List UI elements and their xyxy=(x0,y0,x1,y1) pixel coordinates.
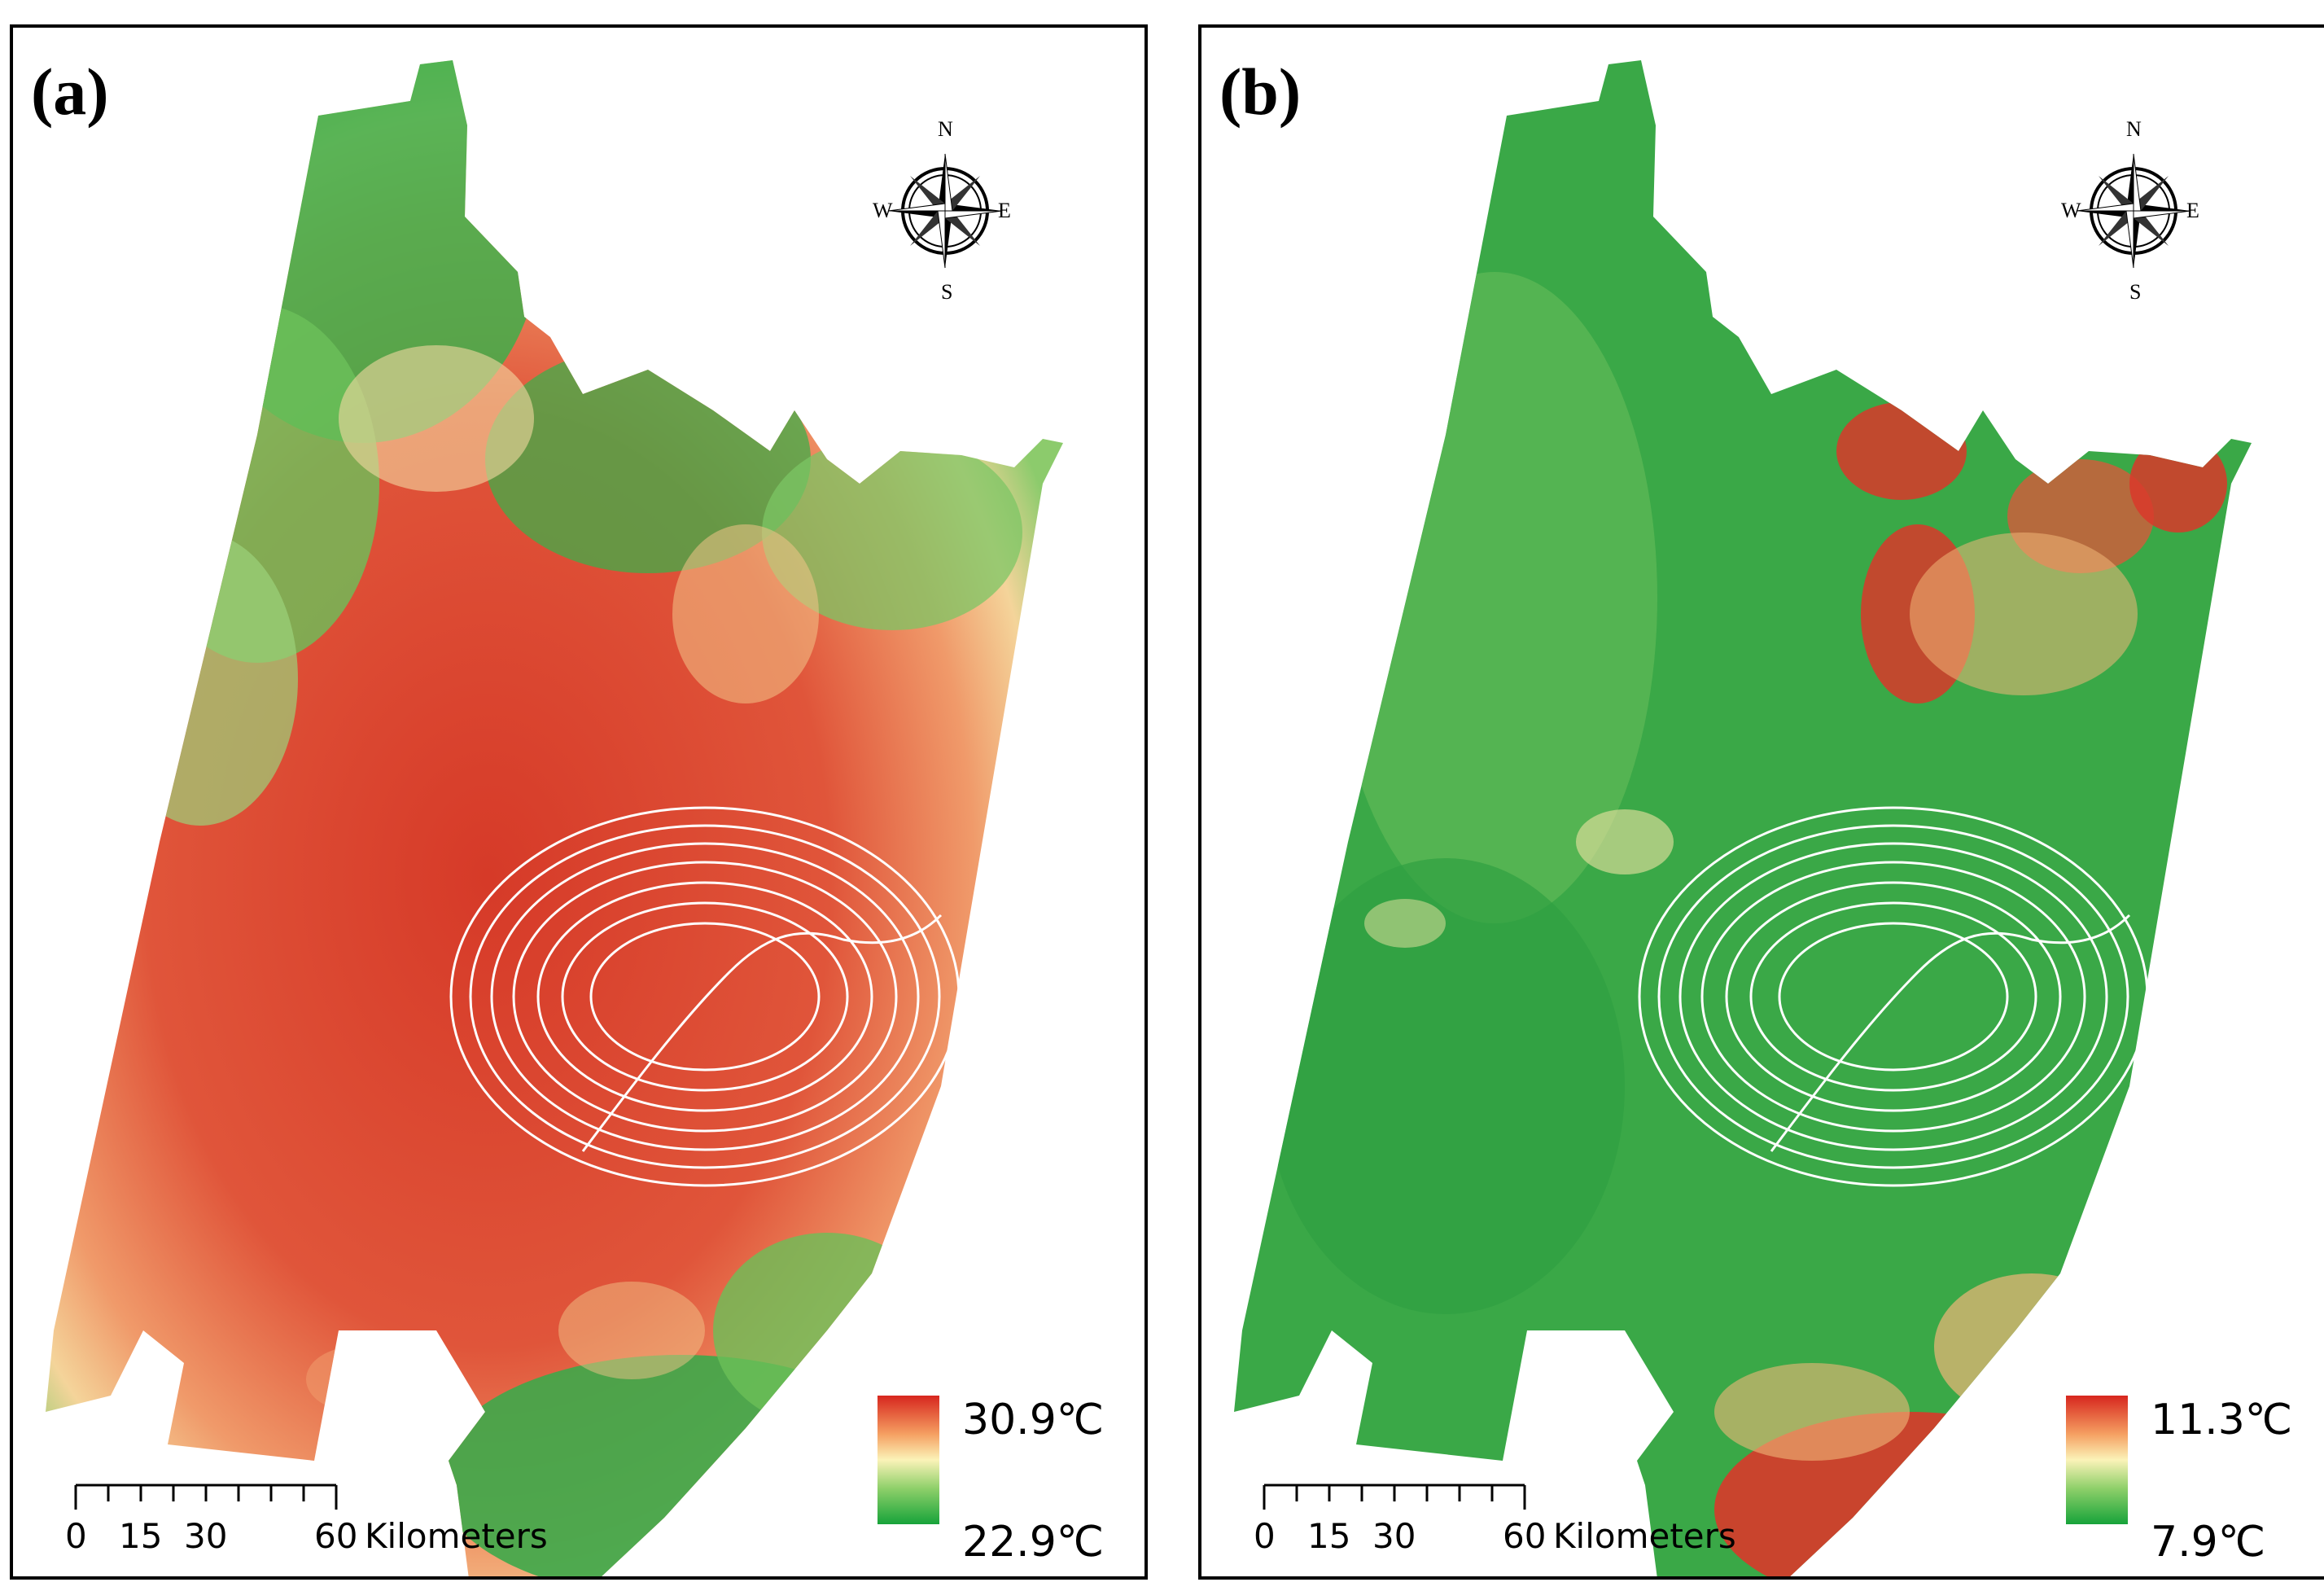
panel-label: (a) xyxy=(31,55,109,129)
scale-tick-30: 30 xyxy=(1372,1516,1416,1556)
compass-west-label: W xyxy=(873,199,893,222)
temperature-legend: 11.3℃ 7.9℃ xyxy=(2066,1396,2324,1567)
compass-north-label: N xyxy=(2126,117,2142,141)
scale-bar: 0 15 30 60 Kilometers xyxy=(62,1477,583,1558)
urban-buffer-rings-b xyxy=(1638,806,2149,1187)
scale-tick-15: 15 xyxy=(1307,1516,1351,1556)
legend-color-ramp xyxy=(2066,1396,2128,1524)
scale-tick-60: 60 xyxy=(314,1516,358,1556)
compass-east-label: E xyxy=(998,199,1011,222)
compass-north-label: N xyxy=(938,117,953,141)
legend-max-label: 11.3℃ xyxy=(2151,1396,2293,1444)
north-arrow-compass: N S E W xyxy=(2048,117,2219,305)
scale-tick-30: 30 xyxy=(184,1516,228,1556)
scale-bar: 0 15 30 60 Kilometers xyxy=(1250,1477,1771,1558)
compass-south-label: S xyxy=(2129,280,2142,304)
legend-max-label: 30.9℃ xyxy=(962,1396,1105,1444)
map-panel-b: (b) N S E W 11.3℃ 7.9℃ xyxy=(1198,24,2324,1580)
temperature-map-a xyxy=(46,60,1063,1576)
panel-label: (b) xyxy=(1219,55,1302,129)
temperature-map-b xyxy=(1234,60,2252,1576)
compass-west-label: W xyxy=(2061,199,2081,222)
scale-bar-ruler xyxy=(74,1484,338,1510)
north-arrow-compass: N S E W xyxy=(860,117,1031,305)
legend-min-label: 7.9℃ xyxy=(2151,1518,2266,1567)
scale-tick-0: 0 xyxy=(1254,1516,1276,1556)
compass-south-label: S xyxy=(941,280,953,304)
scale-tick-15: 15 xyxy=(119,1516,163,1556)
urban-buffer-rings-a xyxy=(449,806,961,1187)
compass-rose-icon xyxy=(887,153,1003,269)
compass-east-label: E xyxy=(2186,199,2199,222)
scale-unit: Kilometers xyxy=(1553,1516,1736,1556)
scale-tick-60: 60 xyxy=(1503,1516,1547,1556)
legend-color-ramp xyxy=(878,1396,939,1524)
compass-rose-icon xyxy=(2076,153,2191,269)
legend-min-label: 22.9℃ xyxy=(962,1518,1105,1567)
scale-bar-ruler xyxy=(1263,1484,1526,1510)
temperature-legend: 30.9℃ 22.9℃ xyxy=(878,1396,1144,1567)
map-panel-a: (a) N S E W 30.9℃ 22.9℃ xyxy=(10,24,1148,1580)
scale-unit: Kilometers xyxy=(365,1516,548,1556)
scale-tick-0: 0 xyxy=(65,1516,87,1556)
